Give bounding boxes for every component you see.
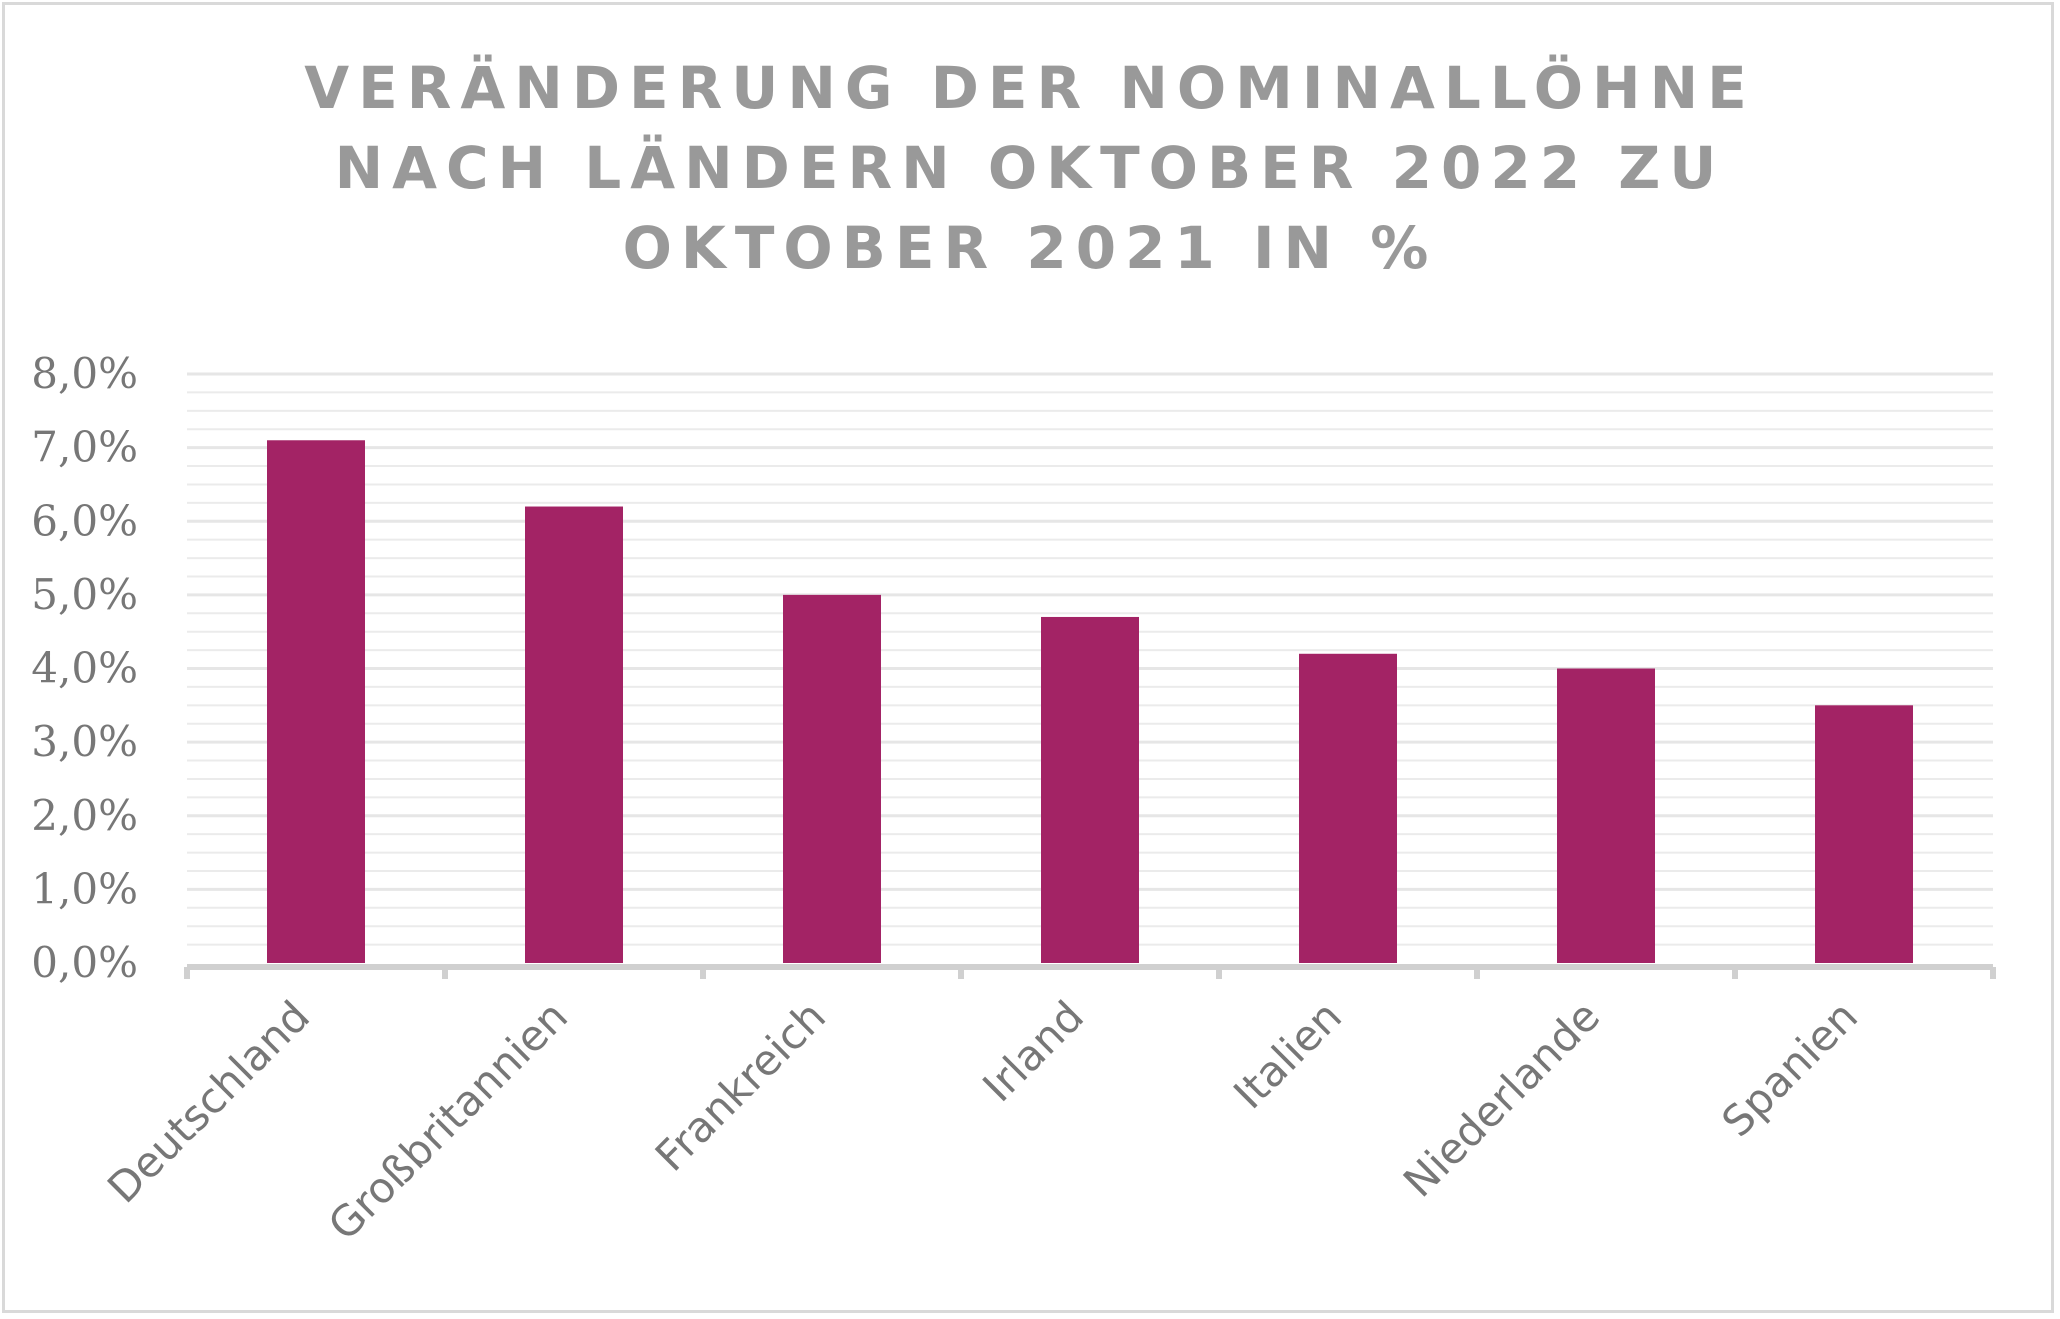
x-tick-label: Spanien xyxy=(1712,991,1867,1146)
y-tick-label: 5,0% xyxy=(31,570,138,619)
x-tick-label: Irland xyxy=(973,991,1093,1111)
bar-niederlande xyxy=(1557,668,1655,963)
x-tick-label: Niederlande xyxy=(1394,991,1609,1206)
chart-title-line-1: VERÄNDERUNG DER NOMINALLÖHNE xyxy=(304,54,1756,122)
y-tick-label: 8,0% xyxy=(31,349,138,398)
y-tick-labels: 0,0% 1,0% 2,0% 3,0% 4,0% 5,0% 6,0% 7,0% 8,0% xyxy=(31,349,138,987)
bar-frankreich xyxy=(783,594,881,963)
x-tick-labels: Deutschland Großbritannien Frankreich Irlan… xyxy=(98,991,1867,1249)
x-axis xyxy=(184,964,1996,979)
chart-title-line-3: OKTOBER 2021 IN % xyxy=(622,214,1438,282)
y-tick-label: 0,0% xyxy=(31,938,138,987)
bar-großbritannien xyxy=(525,506,623,963)
x-tick-label: Italien xyxy=(1224,991,1351,1118)
x-tick-label: Deutschland xyxy=(98,991,319,1212)
y-tick-label: 1,0% xyxy=(31,864,138,913)
y-tick-label: 7,0% xyxy=(31,423,138,472)
y-tick-label: 4,0% xyxy=(31,644,138,693)
y-tick-label: 2,0% xyxy=(31,791,138,840)
bar-italien xyxy=(1299,653,1397,963)
bar-spanien xyxy=(1815,705,1913,963)
x-tick-label: Großbritannien xyxy=(319,991,577,1249)
bar-deutschland xyxy=(267,440,365,963)
y-tick-label: 6,0% xyxy=(31,496,138,545)
y-tick-label: 3,0% xyxy=(31,717,138,766)
bar-irland xyxy=(1041,616,1139,963)
chart-title-line-2: NACH LÄNDERN OKTOBER 2022 ZU xyxy=(334,134,1726,202)
x-tick-label: Frankreich xyxy=(646,991,835,1180)
bars xyxy=(267,440,1913,963)
chart-title: VERÄNDERUNG DER NOMINALLÖHNE NACH LÄNDER… xyxy=(180,48,1880,288)
